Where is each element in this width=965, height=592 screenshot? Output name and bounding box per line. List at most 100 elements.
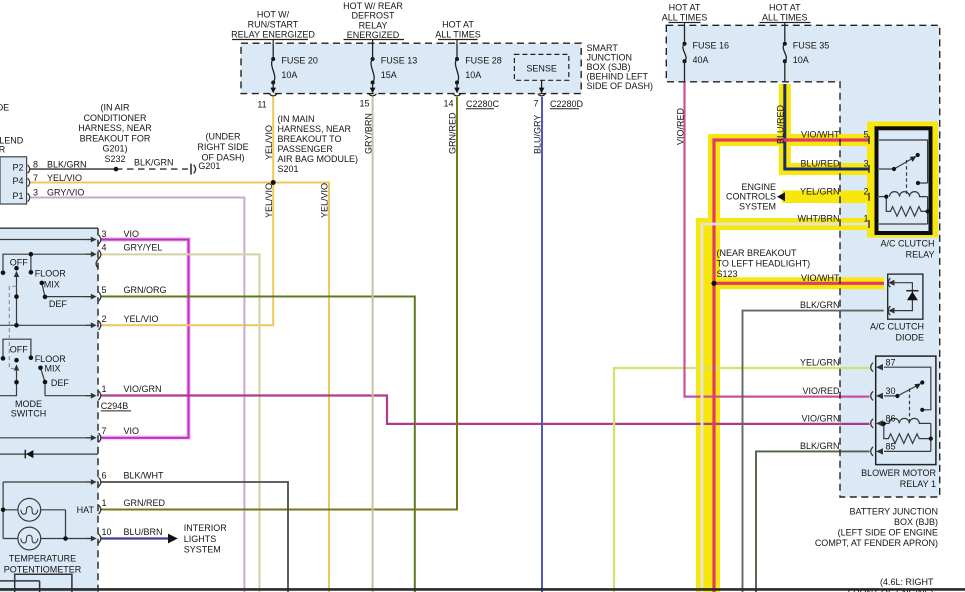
svg-text:FLOOR: FLOOR: [35, 354, 67, 364]
svg-text:FUSE 35: FUSE 35: [793, 40, 830, 50]
svg-text:(BEHIND LEFT: (BEHIND LEFT: [587, 72, 649, 82]
svg-text:87: 87: [886, 358, 896, 368]
svg-text:RELAY: RELAY: [906, 249, 935, 259]
svg-text:MODE: MODE: [15, 399, 42, 409]
svg-text:RELAY: RELAY: [359, 20, 388, 30]
svg-text:14: 14: [443, 99, 453, 109]
svg-text:VIO/RED: VIO/RED: [802, 386, 840, 396]
svg-text:PASSENGER: PASSENGER: [278, 144, 334, 154]
svg-text:OF DASH): OF DASH): [201, 153, 244, 163]
svg-text:FUSE 16: FUSE 16: [693, 40, 730, 50]
svg-text:HOT AT: HOT AT: [769, 3, 801, 13]
svg-text:1: 1: [864, 214, 869, 224]
svg-text:BOX (SJB): BOX (SJB): [587, 62, 631, 72]
svg-text:GRY/BRN: GRY/BRN: [364, 113, 374, 154]
svg-text:(LEFT SIDE OF ENGINE: (LEFT SIDE OF ENGINE: [838, 528, 938, 538]
svg-text:RELAY 1: RELAY 1: [900, 479, 936, 489]
svg-text:C2280C: C2280C: [466, 99, 500, 109]
svg-text:CONTROLS: CONTROLS: [726, 192, 776, 202]
svg-text:5: 5: [102, 285, 107, 295]
svg-text:YEL/GRN: YEL/GRN: [800, 358, 840, 368]
svg-text:SMART: SMART: [587, 43, 619, 53]
svg-text:VIO/GRN: VIO/GRN: [801, 413, 839, 423]
svg-text:ENERGIZED: ENERGIZED: [347, 30, 400, 40]
svg-text:11: 11: [257, 100, 266, 110]
svg-text:COMPT, AT FENDER APRON): COMPT, AT FENDER APRON): [815, 538, 938, 548]
svg-text:VIO/RED: VIO/RED: [676, 107, 686, 145]
svg-text:DEF: DEF: [51, 378, 70, 388]
svg-text:HOT AT: HOT AT: [669, 3, 701, 13]
svg-text:POTENTIOMETER: POTENTIOMETER: [4, 564, 82, 574]
svg-text:CONDITIONER: CONDITIONER: [84, 113, 148, 123]
svg-text:FUSE 28: FUSE 28: [465, 55, 502, 65]
svg-text:YEL/VIO: YEL/VIO: [264, 183, 274, 218]
svg-text:LIGHTS: LIGHTS: [184, 534, 217, 544]
svg-text:(UNDER: (UNDER: [206, 132, 241, 142]
svg-text:YEL/VIO: YEL/VIO: [264, 125, 274, 160]
svg-text:ALL TIMES: ALL TIMES: [662, 13, 708, 23]
svg-text:40A: 40A: [693, 55, 709, 65]
svg-text:(IN MAIN: (IN MAIN: [278, 114, 315, 124]
svg-text:8: 8: [33, 159, 38, 169]
svg-text:S232: S232: [104, 154, 125, 164]
svg-text:VIO/GRN: VIO/GRN: [124, 384, 162, 394]
svg-text:G201: G201: [198, 161, 220, 171]
svg-text:HARNESS, NEAR: HARNESS, NEAR: [78, 123, 152, 133]
svg-text:BLK/GRN: BLK/GRN: [47, 159, 87, 169]
svg-text:BLU/RED: BLU/RED: [800, 159, 840, 169]
svg-text:P1: P1: [12, 191, 23, 201]
svg-text:VIO/WHT: VIO/WHT: [801, 273, 840, 283]
svg-text:BLU/RED: BLU/RED: [776, 104, 786, 144]
svg-text:SENSE: SENSE: [526, 63, 557, 73]
svg-text:3: 3: [102, 229, 107, 239]
svg-text:LEND: LEND: [0, 136, 24, 146]
svg-text:SYSTEM: SYSTEM: [184, 545, 221, 555]
svg-text:BLOWER MOTOR: BLOWER MOTOR: [861, 468, 936, 478]
svg-text:BREAKOUT FOR: BREAKOUT FOR: [80, 133, 151, 143]
svg-text:MIX: MIX: [44, 279, 60, 289]
svg-text:7: 7: [102, 426, 107, 436]
svg-text:BLU/GRY: BLU/GRY: [533, 115, 543, 154]
svg-text:RELAY ENERGIZED: RELAY ENERGIZED: [231, 30, 315, 40]
svg-text:S201: S201: [278, 164, 299, 174]
svg-text:FLOOR: FLOOR: [35, 268, 67, 278]
svg-text:OFF: OFF: [10, 345, 28, 355]
svg-text:1: 1: [102, 498, 107, 508]
svg-text:HARNESS, NEAR: HARNESS, NEAR: [278, 124, 352, 134]
svg-text:SYSTEM: SYSTEM: [739, 201, 776, 211]
svg-text:C294B: C294B: [101, 401, 129, 411]
svg-text:TEMPERATURE: TEMPERATURE: [9, 554, 76, 564]
svg-text:5: 5: [864, 130, 869, 140]
svg-text:FUSE 20: FUSE 20: [281, 55, 318, 65]
svg-text:(NEAR BREAKOUT: (NEAR BREAKOUT: [717, 248, 798, 258]
svg-text:ALL TIMES: ALL TIMES: [435, 30, 481, 40]
svg-text:BREAKOUT TO: BREAKOUT TO: [278, 134, 342, 144]
svg-text:85: 85: [886, 442, 896, 452]
svg-text:10: 10: [102, 527, 112, 537]
svg-text:15A: 15A: [381, 70, 397, 80]
svg-text:INTERIOR: INTERIOR: [184, 523, 228, 533]
svg-text:TO LEFT HEADLIGHT): TO LEFT HEADLIGHT): [717, 259, 811, 269]
svg-text:OFF: OFF: [10, 257, 28, 267]
svg-text:DEF: DEF: [49, 299, 68, 309]
svg-text:10A: 10A: [793, 55, 809, 65]
svg-text:MIX: MIX: [45, 364, 61, 374]
svg-text:AIR BAG MODULE): AIR BAG MODULE): [278, 154, 359, 164]
svg-text:HOT W/: HOT W/: [257, 10, 290, 20]
svg-text:2: 2: [864, 186, 869, 196]
svg-text:(IN AIR: (IN AIR: [100, 103, 130, 113]
svg-text:SWITCH: SWITCH: [11, 409, 47, 419]
svg-text:7: 7: [533, 99, 538, 109]
svg-text:P2: P2: [12, 163, 23, 173]
svg-text:DIODE: DIODE: [895, 332, 924, 342]
svg-text:SIDE OF DASH): SIDE OF DASH): [587, 81, 654, 91]
svg-text:BLK/GRN: BLK/GRN: [800, 441, 840, 451]
svg-text:GRN/RED: GRN/RED: [448, 112, 458, 154]
svg-text:FRONT OF ENGINE): FRONT OF ENGINE): [848, 588, 934, 592]
svg-text:GRN/ORG: GRN/ORG: [124, 285, 167, 295]
svg-text:7: 7: [33, 173, 38, 183]
svg-text:DEFROST: DEFROST: [351, 11, 395, 21]
svg-text:WHT/BRN: WHT/BRN: [798, 214, 840, 224]
svg-text:4: 4: [102, 243, 107, 253]
svg-text:VIO: VIO: [124, 229, 140, 239]
